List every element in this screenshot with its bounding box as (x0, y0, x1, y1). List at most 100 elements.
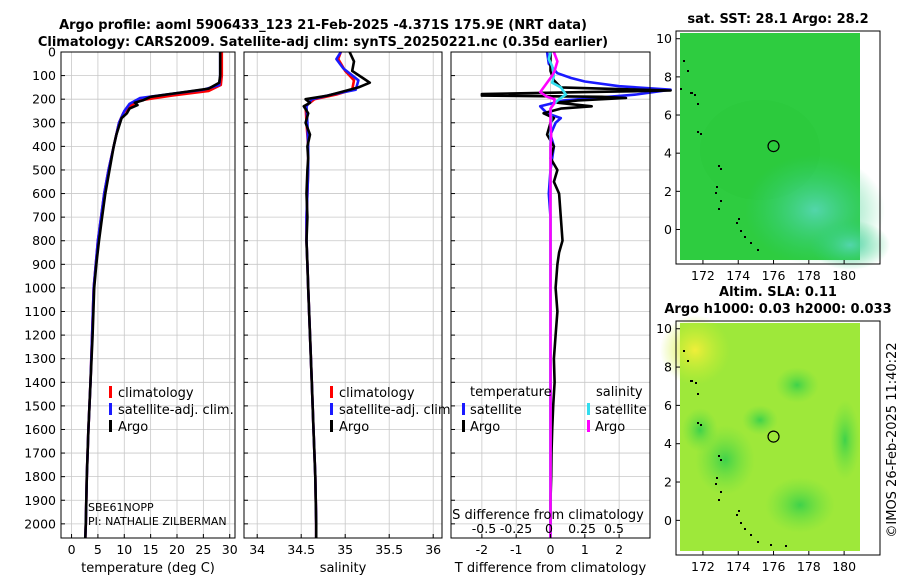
legend-swatch (462, 403, 465, 415)
legend-swatch (109, 420, 112, 432)
y-tick-label: 900 (32, 257, 56, 272)
map-y-tick-label: 0 (664, 513, 672, 528)
y-tick-label: 1100 (24, 304, 56, 319)
x-axis-label: salinity (320, 561, 367, 576)
map-frame (675, 30, 881, 265)
map-y-tick-label: 4 (664, 436, 672, 451)
map-y-tick-label: 4 (664, 146, 672, 161)
map-frame (675, 320, 881, 556)
y-tick-label: 1300 (24, 351, 56, 366)
y-tick-label: 1700 (24, 446, 56, 461)
legend-label: satellite-adj. clim. (118, 403, 234, 418)
x-tick-label: 34.5 (287, 542, 315, 557)
sla-low-patch-5 (830, 400, 860, 480)
map-y-tick-label: 2 (664, 184, 672, 199)
map-x-tick-label: 178 (797, 559, 821, 574)
sla-low-patch-3 (765, 477, 835, 533)
x-tick-label: 0 (68, 542, 76, 557)
sla-map: Altim. SLA: 0.11 Argo h1000: 0.03 h2000:… (660, 285, 892, 551)
y-tick-label: 1800 (24, 469, 56, 484)
y-tick-label: 500 (32, 162, 56, 177)
top-tick-label: 0 (545, 521, 553, 536)
float-pi: PI: NATHALIE ZILBERMAN (88, 515, 227, 528)
legend-label: satellite (595, 403, 647, 418)
map-x-tick-label: 172 (691, 559, 715, 574)
plot-frame (60, 51, 236, 539)
top-tick-label: 0.5 (604, 521, 624, 536)
legend-swatch (587, 403, 590, 415)
y-tick-label: 400 (32, 139, 56, 154)
y-tick-label: 1400 (24, 375, 56, 390)
map-x-tick-label: 174 (726, 268, 750, 283)
legend-label: climatology (118, 386, 194, 401)
y-tick-label: 1900 (24, 493, 56, 508)
sst-cool-patch-2 (810, 220, 890, 270)
y-tick-label: 200 (32, 92, 56, 107)
credit: ©IMOS 26-Feb-2025 11:40:22 (885, 342, 900, 537)
y-tick-label: 700 (32, 210, 56, 225)
x-tick-label: 30 (222, 542, 238, 557)
salinity-panel: 34 34.5 35 35.5 36 salinity climatology satelli… (243, 51, 455, 576)
legend-label: satellite (470, 403, 522, 418)
x-tick-label: 1 (581, 542, 589, 557)
legend-swatch (587, 420, 590, 432)
sla-low-patch-6 (742, 405, 778, 435)
top-tick-label: -0.25 (500, 521, 532, 536)
y-tick-label: 300 (32, 115, 56, 130)
sst-map-title: sat. SST: 28.1 Argo: 28.2 (687, 12, 868, 27)
y-tick-label: 1200 (24, 328, 56, 343)
sla-low-patch-1 (775, 367, 819, 403)
x-axis-label: temperature (deg C) (81, 561, 215, 576)
plot-frame (243, 51, 443, 539)
map-y-tick-label: 10 (656, 321, 672, 336)
x-tick-label: 35.5 (375, 542, 403, 557)
legend-label: Argo (595, 420, 625, 435)
map-y-tick-label: 6 (664, 398, 672, 413)
legend-swatch (330, 420, 333, 432)
legend-swatch (109, 403, 112, 415)
map-y-tick-label: 6 (664, 108, 672, 123)
map-x-tick-label: 174 (726, 559, 750, 574)
map-x-tick-label: 176 (762, 268, 786, 283)
legend-swatch (330, 403, 333, 415)
legend-swatch (330, 386, 333, 398)
y-tick-label: 0 (48, 45, 56, 60)
map-y-tick-label: 8 (664, 69, 672, 84)
map-y-tick-label: 8 (664, 360, 672, 375)
map-x-tick-label: 178 (797, 268, 821, 283)
legend-swatch (462, 420, 465, 432)
float-position-marker (767, 430, 780, 443)
y-tick-label: 800 (32, 233, 56, 248)
map-x-tick-label: 180 (832, 559, 856, 574)
legend-label: Argo (339, 420, 369, 435)
legend-label: climatology (339, 386, 415, 401)
title-line-2: Climatology: CARS2009. Satellite-adj cli… (38, 35, 608, 50)
legend-label: Argo (118, 420, 148, 435)
sla-low-patch-4 (682, 408, 718, 452)
difference-panel: -2 -1 0 1 2 T difference from climatology temp… (450, 51, 672, 576)
map-x-tick-label: 176 (762, 559, 786, 574)
series-line-argo (302, 51, 372, 538)
x-tick-label: 34 (249, 542, 265, 557)
x-tick-label: 25 (195, 542, 211, 557)
x-tick-label: -2 (476, 542, 488, 557)
y-tick-label: 1000 (24, 280, 56, 295)
top-tick-label: -0.5 (472, 521, 496, 536)
sla-map-subtitle: Argo h1000: 0.03 h2000: 0.033 (664, 302, 891, 317)
float-id: SBE61NOPP (88, 501, 154, 514)
plot-background (244, 52, 442, 538)
legend-swatch (109, 386, 112, 398)
legend-title-temperature: temperature (470, 385, 552, 400)
x-tick-label: 20 (169, 542, 185, 557)
x-tick-label: 10 (116, 542, 132, 557)
x-axis-label: T difference from climatology (454, 561, 647, 576)
x-tick-label: -1 (510, 542, 522, 557)
map-x-tick-label: 172 (691, 268, 715, 283)
x-tick-label: 35 (337, 542, 353, 557)
sla-map-title: Altim. SLA: 0.11 (719, 285, 837, 300)
map-y-tick-label: 10 (656, 31, 672, 46)
legend-label: Argo (470, 420, 500, 435)
map-x-tick-label: 180 (832, 268, 856, 283)
series-line-argo (84, 52, 222, 539)
float-position-marker (767, 140, 780, 153)
